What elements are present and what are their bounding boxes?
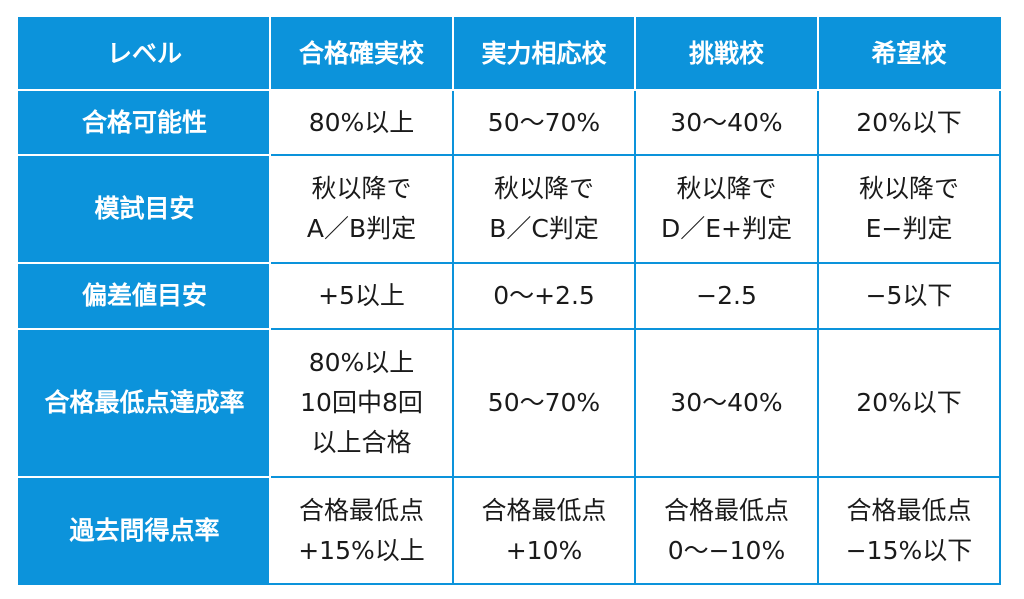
cell-text: 合格最低点 (481, 495, 607, 525)
cell-text: −15%以下 (845, 535, 973, 565)
level-comparison-table-container: レベル 合格確実校 実力相応校 挑戦校 希望校 合格可能性 80%以上 50〜7… (18, 17, 1001, 585)
table-cell: −5以下 (817, 262, 1001, 330)
table-cell: 20%以下 (817, 328, 1001, 478)
table-cell: 合格最低点 +15%以上 (269, 476, 454, 585)
table-cell: 合格最低点 +10% (452, 476, 636, 585)
table-row: 合格最低点達成率 80%以上 10回中8回 以上合格 50〜70% 30〜40% 2… (18, 328, 1001, 478)
header-sure-school: 合格確実校 (269, 17, 454, 91)
cell-text: 合格最低点 (846, 495, 972, 525)
table-cell: 合格最低点 0〜−10% (634, 476, 819, 585)
cell-text: 秋以降で (858, 174, 959, 203)
table-cell: 30〜40% (634, 328, 819, 478)
cell-text: 合格最低点 (298, 495, 424, 525)
cell-text: 秋以降で (311, 174, 412, 203)
table-cell: 80%以上 10回中8回 以上合格 (269, 328, 454, 478)
table-row: 模試目安 秋以降で A／B判定 秋以降で B／C判定 秋以降で D／E+判定 秋以降で… (18, 154, 1001, 264)
table-header-row: レベル 合格確実校 実力相応校 挑戦校 希望校 (18, 17, 1001, 91)
cell-text: D／E+判定 (661, 214, 792, 243)
header-match-school: 実力相応校 (452, 17, 636, 91)
table-cell: 0〜+2.5 (452, 262, 636, 330)
cell-text: −5以下 (865, 281, 953, 310)
table-cell: 30〜40% (634, 89, 819, 156)
cell-text: B／C判定 (489, 214, 599, 243)
table-row: 過去問得点率 合格最低点 +15%以上 合格最低点 +10% 合格最低点 0〜−10%… (18, 476, 1001, 585)
table-cell: 秋以降で B／C判定 (452, 154, 636, 264)
table-cell: 50〜70% (452, 328, 636, 478)
cell-text: +15%以上 (298, 535, 425, 565)
cell-text: 50〜70% (487, 388, 601, 417)
table-cell: +5以上 (269, 262, 454, 330)
cell-text: +10% (505, 535, 583, 565)
cell-text: 以上合格 (311, 428, 412, 457)
row-label-pass-probability: 合格可能性 (18, 89, 271, 156)
row-label-mock-exam-guide: 模試目安 (18, 154, 271, 264)
table-cell: 秋以降で E−判定 (817, 154, 1001, 264)
cell-text: 0〜+2.5 (493, 281, 595, 310)
cell-text: 80%以上 (308, 348, 415, 377)
cell-text: −2.5 (696, 281, 757, 310)
cell-text: 20%以下 (856, 107, 962, 137)
cell-text: 合格最低点 (663, 495, 789, 525)
table-cell: 秋以降で A／B判定 (269, 154, 454, 264)
cell-text: 20%以下 (856, 388, 962, 417)
row-label-deviation-guide: 偏差値目安 (18, 262, 271, 330)
table-cell: 50〜70% (452, 89, 636, 156)
cell-text: 10回中8回 (300, 388, 423, 417)
header-challenge-school: 挑戦校 (634, 17, 819, 91)
table-cell: 80%以上 (269, 89, 454, 156)
table-cell: 秋以降で D／E+判定 (634, 154, 819, 264)
level-comparison-table: レベル 合格確実校 実力相応校 挑戦校 希望校 合格可能性 80%以上 50〜7… (18, 17, 1001, 585)
cell-text: 30〜40% (670, 388, 783, 417)
cell-text: 50〜70% (487, 107, 601, 137)
cell-text: 秋以降で (676, 174, 777, 203)
cell-text: 0〜−10% (667, 535, 786, 565)
header-corner-level: レベル (18, 17, 271, 91)
cell-text: 30〜40% (670, 107, 783, 137)
table-cell: 合格最低点 −15%以下 (817, 476, 1001, 585)
table-cell: 20%以下 (817, 89, 1001, 156)
table-cell: −2.5 (634, 262, 819, 330)
cell-text: +5以上 (318, 281, 405, 310)
table-row: 偏差値目安 +5以上 0〜+2.5 −2.5 −5以下 (18, 262, 1001, 330)
cell-text: 80%以上 (308, 107, 415, 137)
cell-text: E−判定 (865, 214, 953, 243)
row-label-past-exam-score-rate: 過去問得点率 (18, 476, 271, 585)
table-row: 合格可能性 80%以上 50〜70% 30〜40% 20%以下 (18, 89, 1001, 156)
cell-text: 秋以降で (493, 174, 594, 203)
header-hope-school: 希望校 (817, 17, 1001, 91)
row-label-min-score-rate: 合格最低点達成率 (18, 328, 271, 478)
cell-text: A／B判定 (306, 214, 417, 243)
